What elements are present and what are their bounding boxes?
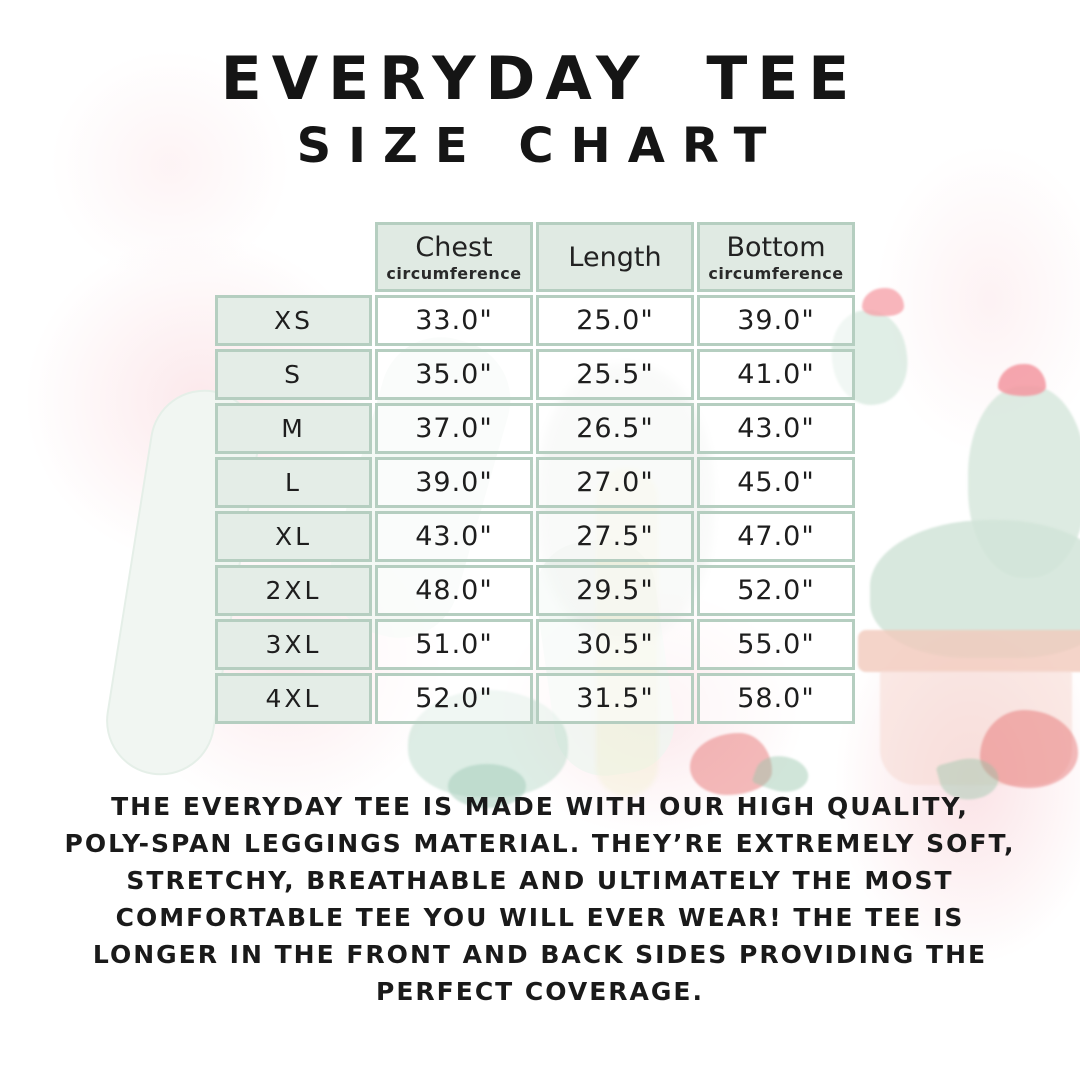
watercolor-flower-red	[690, 733, 772, 795]
length-value: 27.0"	[536, 457, 694, 508]
column-header-sublabel: circumference	[708, 263, 844, 283]
description-line: STRETCHY, BREATHABLE AND ULTIMATELY THE …	[126, 866, 954, 895]
chest-value: 43.0"	[375, 511, 533, 562]
table-row: XL 43.0" 27.5" 47.0"	[215, 511, 855, 562]
column-header-length: Length	[536, 222, 694, 292]
length-value: 31.5"	[536, 673, 694, 724]
description-line: LONGER IN THE FRONT AND BACK SIDES PROVI…	[92, 940, 988, 969]
size-label: M	[215, 403, 372, 454]
table-row: M 37.0" 26.5" 43.0"	[215, 403, 855, 454]
chest-value: 37.0"	[375, 403, 533, 454]
column-header-sublabel: circumference	[386, 263, 522, 283]
length-value: 25.5"	[536, 349, 694, 400]
length-value: 29.5"	[536, 565, 694, 616]
size-label: 4XL	[215, 673, 372, 724]
description-line: POLY-SPAN LEGGINGS MATERIAL. THEY’RE EXT…	[64, 829, 1016, 858]
chest-value: 52.0"	[375, 673, 533, 724]
column-header-label: Bottom	[726, 231, 826, 263]
page-subtitle: SIZE CHART	[296, 118, 784, 174]
length-value: 26.5"	[536, 403, 694, 454]
bottom-value: 41.0"	[697, 349, 855, 400]
size-chart-table: Chest circumference Length Bottom circum…	[212, 219, 858, 727]
table-row: 3XL 51.0" 30.5" 55.0"	[215, 619, 855, 670]
watercolor-flower-pink	[862, 288, 904, 316]
size-label: S	[215, 349, 372, 400]
length-value: 30.5"	[536, 619, 694, 670]
size-label: XS	[215, 295, 372, 346]
chest-value: 33.0"	[375, 295, 533, 346]
bottom-value: 39.0"	[697, 295, 855, 346]
watercolor-pot-body	[880, 670, 1072, 785]
chest-value: 35.0"	[375, 349, 533, 400]
bottom-value: 45.0"	[697, 457, 855, 508]
table-row: XS 33.0" 25.0" 39.0"	[215, 295, 855, 346]
description-line: PERFECT COVERAGE.	[376, 977, 704, 1006]
chest-value: 48.0"	[375, 565, 533, 616]
chest-value: 39.0"	[375, 457, 533, 508]
size-label: XL	[215, 511, 372, 562]
chest-value: 51.0"	[375, 619, 533, 670]
bottom-value: 52.0"	[697, 565, 855, 616]
bottom-value: 55.0"	[697, 619, 855, 670]
length-value: 27.5"	[536, 511, 694, 562]
length-value: 25.0"	[536, 295, 694, 346]
description-line: THE EVERYDAY TEE IS MADE WITH OUR HIGH Q…	[111, 792, 969, 821]
table-row: 4XL 52.0" 31.5" 58.0"	[215, 673, 855, 724]
bottom-value: 47.0"	[697, 511, 855, 562]
page-title: EVERYDAY TEE	[220, 44, 860, 114]
bottom-value: 43.0"	[697, 403, 855, 454]
watercolor-flower-pink	[998, 364, 1046, 396]
watercolor-pot-rim	[858, 630, 1080, 672]
product-description: THE EVERYDAY TEE IS MADE WITH OUR HIGH Q…	[0, 788, 1080, 1010]
table-row: S 35.0" 25.5" 41.0"	[215, 349, 855, 400]
table-header-row: Chest circumference Length Bottom circum…	[215, 222, 855, 292]
watercolor-cactus-ball	[448, 764, 526, 808]
column-header-label: Length	[568, 241, 662, 273]
title-block: EVERYDAY TEE SIZE CHART	[0, 44, 1080, 174]
table-row: L 39.0" 27.0" 45.0"	[215, 457, 855, 508]
column-header-bottom: Bottom circumference	[697, 222, 855, 292]
bottom-value: 58.0"	[697, 673, 855, 724]
size-label: L	[215, 457, 372, 508]
table-row: 2XL 48.0" 29.5" 52.0"	[215, 565, 855, 616]
table-corner-cell	[215, 222, 372, 292]
watercolor-flower-red	[980, 710, 1078, 788]
column-header-chest: Chest circumference	[375, 222, 533, 292]
column-header-label: Chest	[415, 231, 493, 263]
size-label: 3XL	[215, 619, 372, 670]
size-label: 2XL	[215, 565, 372, 616]
description-line: COMFORTABLE TEE YOU WILL EVER WEAR! THE …	[115, 903, 965, 932]
